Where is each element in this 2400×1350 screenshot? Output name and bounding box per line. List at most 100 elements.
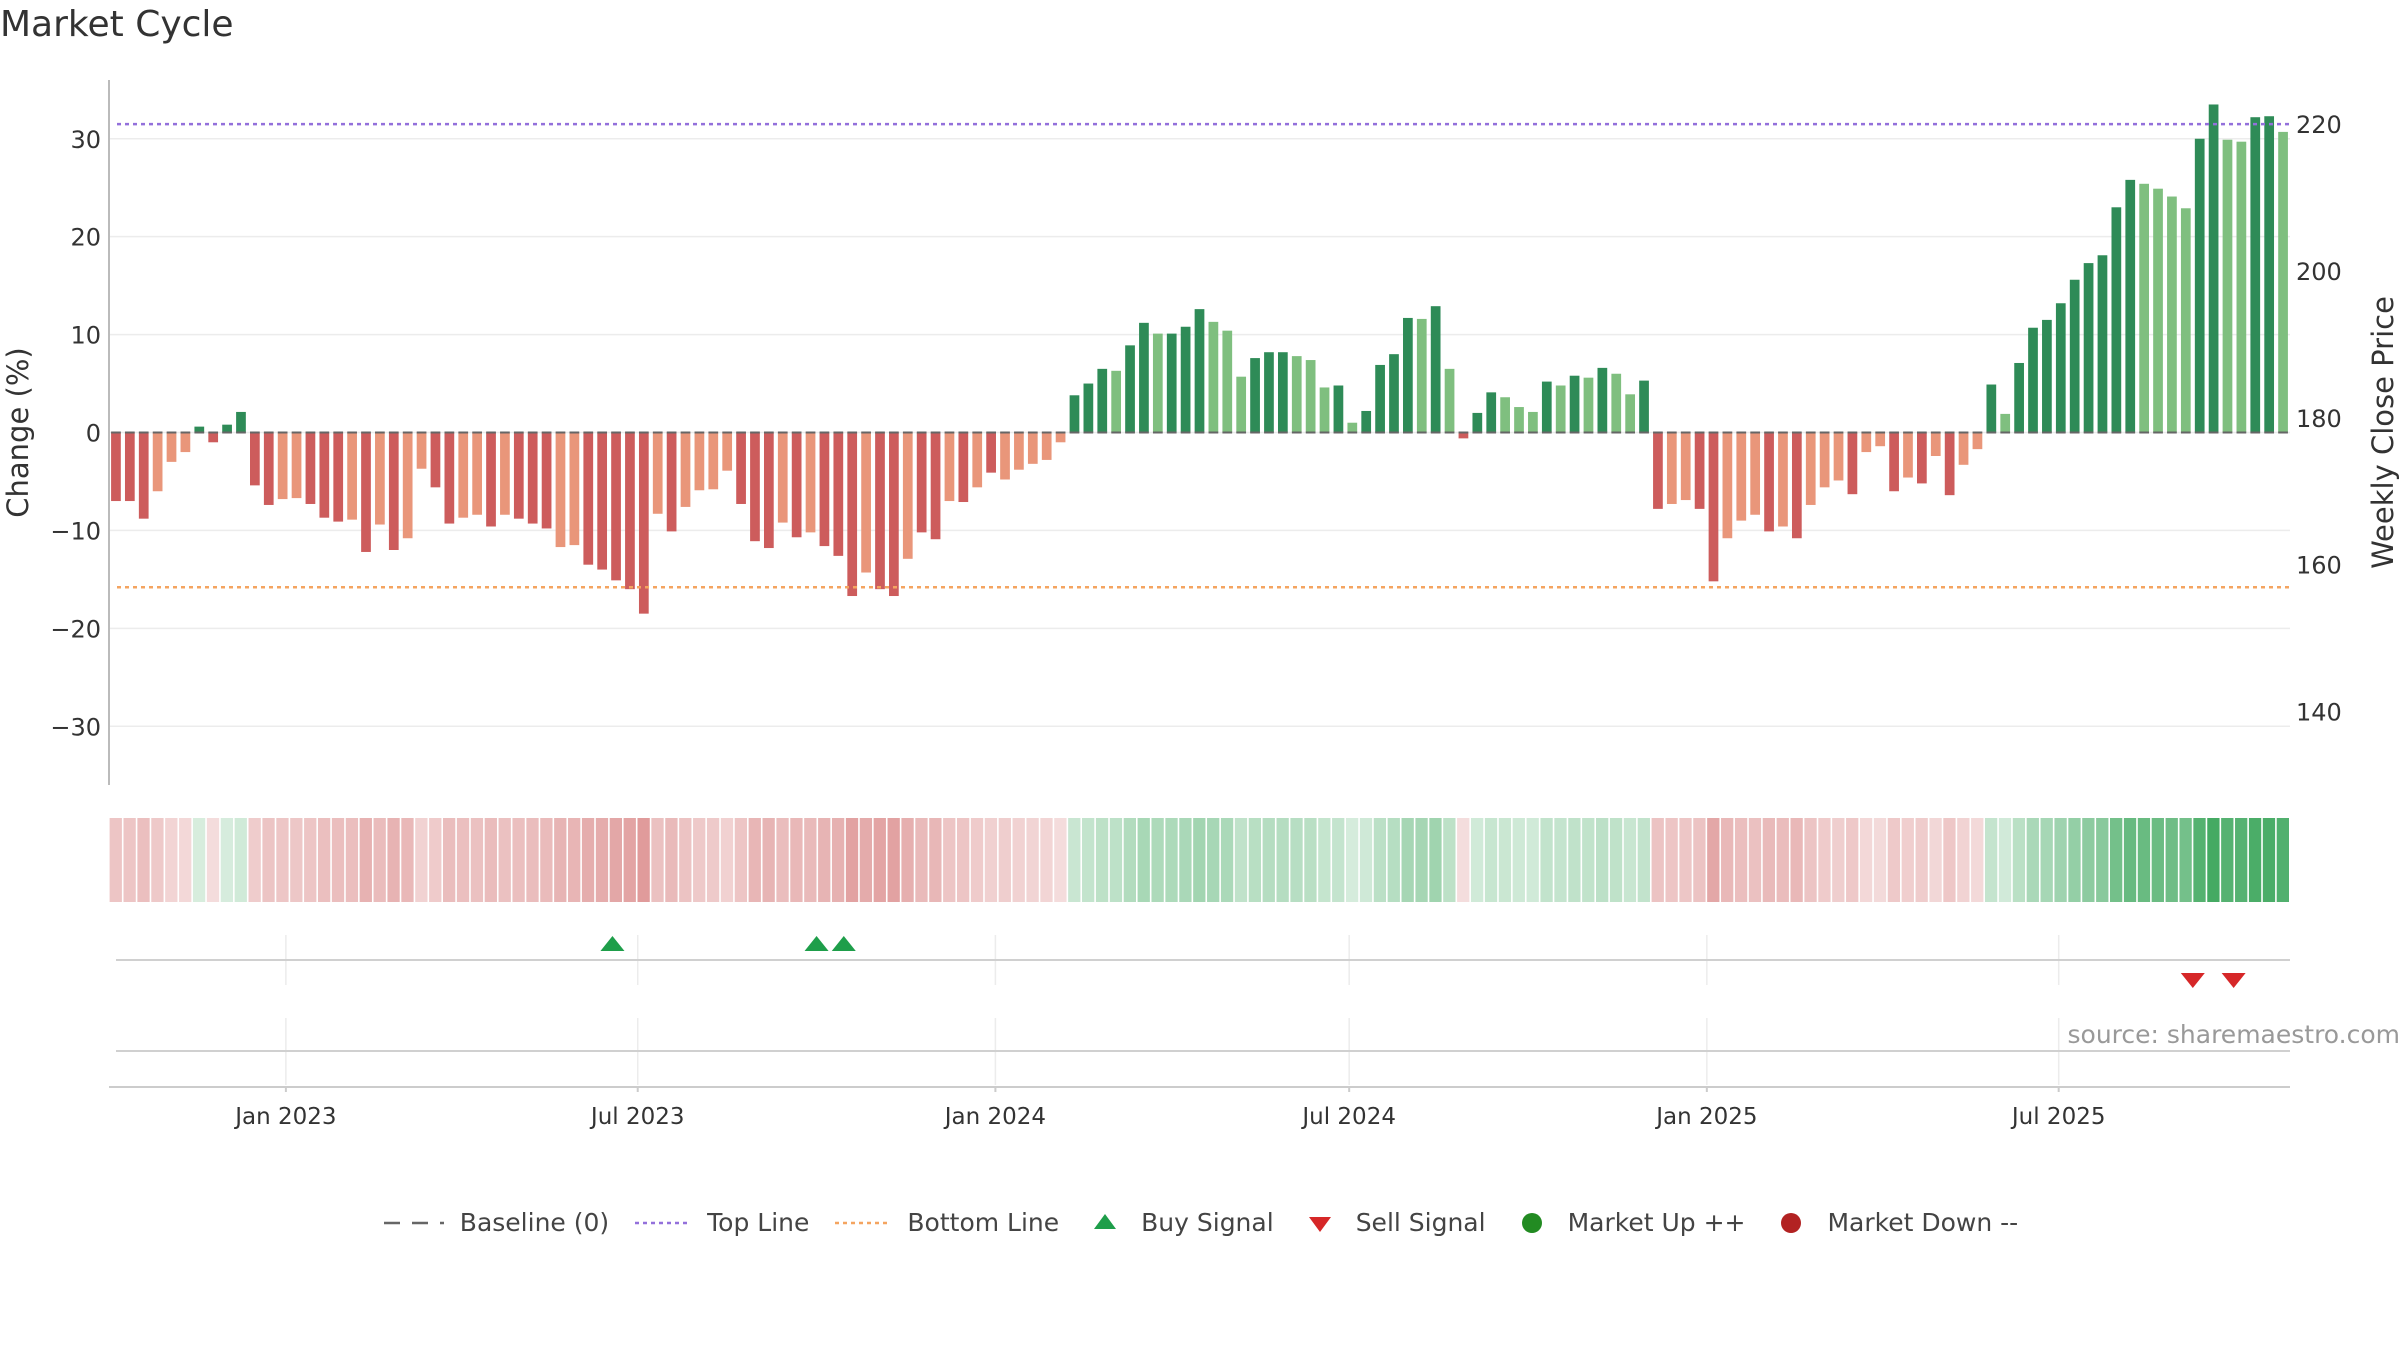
change-bar: [1111, 370, 1122, 433]
heat-cell: [1873, 818, 1887, 902]
heat-cell: [387, 818, 400, 902]
change-bar: [1097, 368, 1108, 433]
heat-cell: [1470, 818, 1484, 902]
heat-cell: [970, 818, 984, 902]
change-bar: [2014, 362, 2024, 433]
change-bar: [1833, 432, 1844, 481]
change-bar: [916, 432, 927, 533]
legend-sell-signal[interactable]: Sell Signal: [1298, 1208, 1486, 1237]
heat-cell: [1748, 818, 1762, 902]
heat-cell: [2179, 818, 2192, 902]
heat-cell: [2207, 818, 2220, 902]
change-bar: [472, 432, 482, 515]
change-bar: [1750, 432, 1761, 515]
change-bar: [750, 432, 760, 542]
change-bar: [1277, 352, 1288, 433]
change-bar: [1041, 432, 1052, 460]
heat-cell: [609, 818, 622, 902]
legend-bottom-line[interactable]: Bottom Line: [833, 1208, 1059, 1237]
heat-cell: [1832, 818, 1845, 902]
change-bar: [1958, 432, 1969, 465]
heat-cell: [873, 818, 886, 902]
heat-cell: [818, 818, 831, 902]
heat-cell: [665, 818, 678, 902]
change-bar: [1597, 367, 1608, 433]
change-bar: [555, 432, 566, 548]
heat-cell: [1512, 818, 1525, 902]
heat-cell: [1998, 818, 2012, 902]
heat-cell: [484, 818, 497, 902]
legend-market-up[interactable]: Market Up ++: [1510, 1208, 1746, 1237]
change-bar: [1847, 432, 1858, 495]
legend-buy-signal[interactable]: Buy Signal: [1083, 1208, 1274, 1237]
change-bar: [1528, 411, 1538, 433]
change-bar: [222, 424, 232, 433]
bottom-line-swatch-icon: [835, 1221, 892, 1224]
heat-cell: [1026, 818, 1039, 902]
heat-cell: [929, 818, 942, 902]
heat-cell: [2151, 818, 2164, 902]
heat-cell: [2068, 818, 2081, 902]
change-bar: [1403, 317, 1413, 433]
heat-cell: [1526, 818, 1539, 902]
legend-market-down[interactable]: Market Down --: [1769, 1208, 2018, 1237]
change-bar: [1027, 432, 1038, 464]
change-bar: [638, 432, 649, 614]
heat-cell: [179, 818, 192, 902]
heat-cell: [1568, 818, 1581, 902]
legend-market-up-label: Market Up ++: [1567, 1208, 1746, 1237]
change-bar: [2250, 117, 2261, 433]
heat-cell: [1776, 818, 1789, 902]
change-bar: [263, 432, 274, 505]
change-bar: [2055, 303, 2066, 433]
heat-cell: [1429, 818, 1442, 902]
change-bar: [819, 432, 830, 547]
y-right-tick-label: 140: [2296, 699, 2342, 727]
x-tick-label: Jul 2023: [589, 1104, 685, 1130]
heat-cell: [1345, 818, 1359, 902]
change-bar: [541, 432, 552, 529]
change-bar: [2208, 104, 2219, 433]
change-bar: [708, 432, 719, 490]
heat-cell: [1262, 818, 1275, 902]
sell-triangle-icon: [1308, 1216, 1331, 1232]
heat-cell: [637, 818, 650, 902]
change-bar: [1069, 395, 1080, 433]
heat-cell: [1095, 818, 1109, 902]
change-bar: [138, 432, 149, 519]
buy-triangle-icon: [1094, 1213, 1117, 1229]
heat-cell: [429, 818, 442, 902]
change-bar: [1583, 377, 1594, 433]
y-axis-title: Change (%): [1, 347, 35, 517]
x-tick-label: Jan 2025: [1654, 1104, 1757, 1130]
legend-baseline[interactable]: Baseline (0): [382, 1208, 609, 1237]
change-bar: [180, 432, 191, 453]
legend-top-line[interactable]: Top Line: [633, 1208, 809, 1237]
change-bar: [375, 432, 385, 525]
x-tick-label: Jul 2024: [1300, 1104, 1396, 1130]
y-tick-label: 0: [86, 420, 101, 448]
change-bar: [847, 432, 858, 597]
heat-cell: [776, 818, 789, 902]
change-bar: [305, 432, 316, 504]
heat-cell: [137, 818, 150, 902]
change-bar: [722, 432, 733, 471]
change-bar: [680, 432, 691, 507]
heat-cell: [2221, 818, 2234, 902]
heat-cell: [1721, 818, 1734, 902]
heat-cell: [1984, 818, 1998, 902]
sell-signal-marker: [2180, 973, 2205, 988]
legend: Baseline (0) Top Line Bottom Line Buy Si…: [0, 1208, 2400, 1237]
change-bar: [500, 432, 510, 515]
change-bar: [652, 432, 663, 514]
heat-cell: [804, 818, 817, 902]
change-bar: [208, 432, 219, 443]
change-bar: [1889, 432, 1899, 492]
change-bar: [166, 432, 177, 462]
change-bar: [513, 432, 524, 519]
change-bar: [1903, 432, 1913, 478]
buy-signal-marker: [831, 936, 856, 951]
heat-cell: [512, 818, 525, 902]
change-bar: [1014, 432, 1024, 470]
change-bar: [1944, 432, 1955, 496]
